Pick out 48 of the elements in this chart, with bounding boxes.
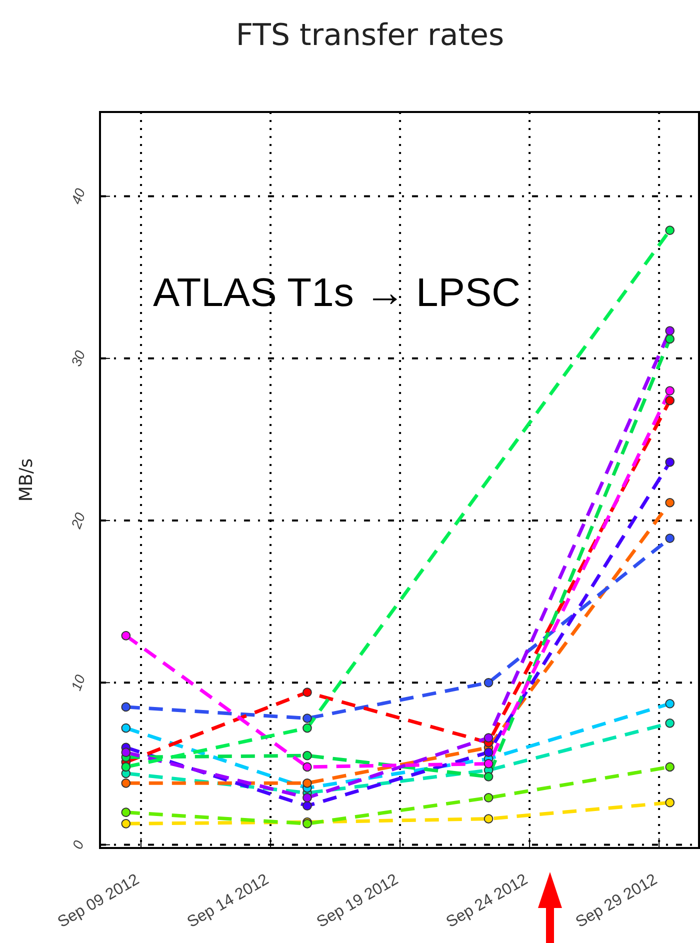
point [302, 762, 312, 772]
point [665, 396, 675, 406]
y-axis-title: MB/s [16, 458, 37, 502]
y-tick-label: 10 [68, 672, 88, 693]
point [484, 759, 494, 768]
point [665, 699, 675, 708]
point [121, 723, 131, 733]
y-tick-label: 0 [69, 838, 87, 852]
point [302, 688, 312, 698]
point [121, 702, 131, 712]
y-tick-label: 30 [68, 348, 88, 368]
point [121, 778, 131, 788]
point [302, 778, 312, 788]
x-tick-label: Sep 24 2012 [444, 871, 531, 932]
point [665, 498, 675, 508]
point [121, 748, 131, 758]
point [665, 226, 675, 236]
point [665, 457, 675, 467]
point [484, 793, 494, 802]
chart-title: FTS transfer rates [236, 18, 504, 53]
point [665, 326, 675, 336]
x-tick-label: Sep 29 2012 [573, 871, 660, 932]
y-tick-label: 40 [68, 186, 88, 206]
point [484, 733, 494, 742]
point [302, 714, 312, 723]
point [302, 723, 312, 733]
point [121, 819, 131, 828]
x-tick-label: Sep 09 2012 [55, 871, 142, 932]
point [121, 762, 131, 772]
point [121, 808, 131, 818]
point [665, 534, 675, 544]
point [665, 798, 675, 808]
point [484, 814, 494, 824]
point [484, 772, 494, 782]
point [484, 748, 494, 758]
point [302, 793, 312, 802]
point [665, 386, 675, 396]
point [484, 678, 494, 688]
point [302, 750, 312, 760]
point [665, 762, 675, 772]
y-tick-label: 20 [67, 510, 88, 532]
annotation: ATLAS T1s → LPSC [153, 271, 521, 315]
point [665, 334, 675, 344]
point [121, 630, 131, 640]
x-tick-label: Sep 19 2012 [314, 871, 402, 932]
x-tick-label: Sep 14 2012 [184, 871, 272, 932]
point [302, 801, 312, 811]
point [665, 718, 675, 728]
